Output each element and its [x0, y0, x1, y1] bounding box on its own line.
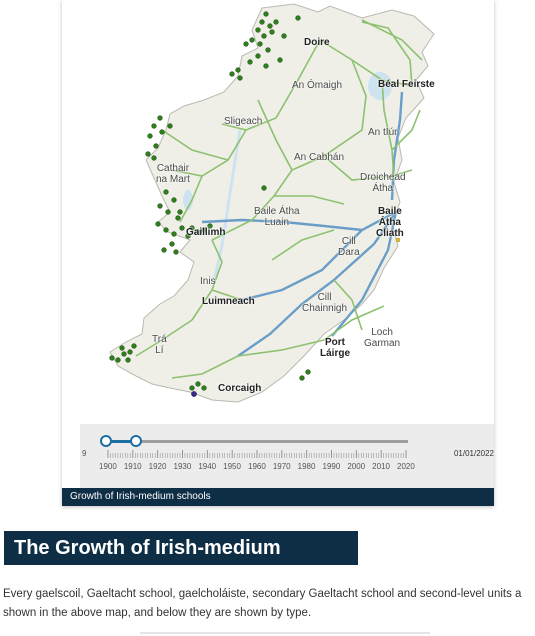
timeline-year-label: 2000 [347, 462, 366, 471]
timeline-selected-range [106, 440, 137, 443]
place-label-doire: Doire [304, 37, 330, 48]
timeline-year-label: 1980 [297, 462, 316, 471]
timeline-year-label: 1940 [198, 462, 217, 471]
place-label-an-cabhan: An Cabhán [294, 152, 345, 163]
ireland-map [109, 3, 435, 403]
map-view[interactable]: Doire An Ómaigh Béal Feirste Sligeach An… [62, 0, 494, 424]
place-label-tra-li: Trá Lí [152, 334, 167, 356]
timeline-year-label: 2020 [397, 462, 415, 471]
place-label-cathair-na-mart: Cathair na Mart [156, 163, 190, 185]
place-label-an-omaigh: An Ómaigh [292, 80, 343, 91]
timeline-end-handle[interactable] [130, 435, 143, 447]
timeline-year-label: 1920 [148, 462, 167, 471]
place-label-an-tiur: An tIúr [368, 127, 398, 138]
intro-line-1: Every gaelscoil, Gaeltacht school, gaelc… [3, 588, 522, 600]
timeline-year-label: 1970 [272, 462, 291, 471]
timeline-year-label: 1950 [223, 462, 241, 471]
place-label-baile-atha-luain: Baile Átha Luain [254, 206, 300, 228]
place-label-beal-feirste: Béal Feirste [378, 79, 435, 90]
place-label-cill-dara: Cill Dara [338, 236, 360, 258]
place-label-cill-chainnigh: Cill Chainnigh [302, 292, 348, 314]
place-label-luimneach: Luimneach [202, 296, 255, 307]
intro-paragraph: Every gaelscoil, Gaeltacht school, gaelc… [3, 585, 535, 623]
lough-neagh [368, 72, 392, 100]
map-caption: Growth of Irish-medium schools [62, 488, 494, 506]
place-label-corcaigh: Corcaigh [218, 383, 262, 394]
timeline-start-handle[interactable] [100, 435, 112, 447]
place-label-droichead-atha: Droichead Átha [360, 172, 406, 194]
timeline-ticks [107, 450, 407, 458]
map-card: Doire An Ómaigh Béal Feirste Sligeach An… [62, 0, 494, 506]
lough-corrib [183, 190, 193, 210]
place-label-inis: Inis [200, 276, 216, 287]
school-markers[interactable] [109, 11, 311, 391]
timeline-year-label: 1990 [322, 462, 341, 471]
place-label-loch-garman: Loch Garman [364, 327, 401, 349]
timeline-current-date: 01/01/2022 [453, 449, 494, 458]
motorways [201, 91, 404, 357]
section-heading: The Growth of Irish-medium Schools [4, 531, 358, 593]
place-label-baile-atha-cliath: Baile Átha Cliath [376, 206, 404, 239]
school-marker-eastern[interactable] [395, 237, 401, 243]
timeline-year-label: 1910 [123, 462, 142, 471]
timeline-edge-label: 9 [82, 449, 87, 458]
place-label-gaillimh: Gaillimh [186, 227, 226, 238]
intro-line-2: shown in the above map, and below they a… [3, 607, 312, 619]
place-label-sligeach: Sligeach [224, 116, 263, 127]
timeline-year-labels: 1900 1910 1920 1930 1940 1950 1960 1970 1980 1990… [94, 462, 424, 474]
content-divider [140, 632, 430, 634]
place-label-port-lairge: Port Láirge [320, 337, 351, 359]
timeline-year-label: 2010 [372, 462, 390, 471]
school-marker-secondary[interactable] [191, 391, 197, 397]
timeline-track[interactable] [106, 440, 408, 443]
national-roads [135, 19, 423, 379]
timeline-slider[interactable]: 9 1900 1910 1920 1930 1940 1950 1960 1970 1980 19… [80, 424, 494, 488]
timeline-year-label: 1900 [99, 462, 117, 471]
timeline-year-label: 1930 [173, 462, 192, 471]
timeline-year-label: 1960 [248, 462, 266, 471]
